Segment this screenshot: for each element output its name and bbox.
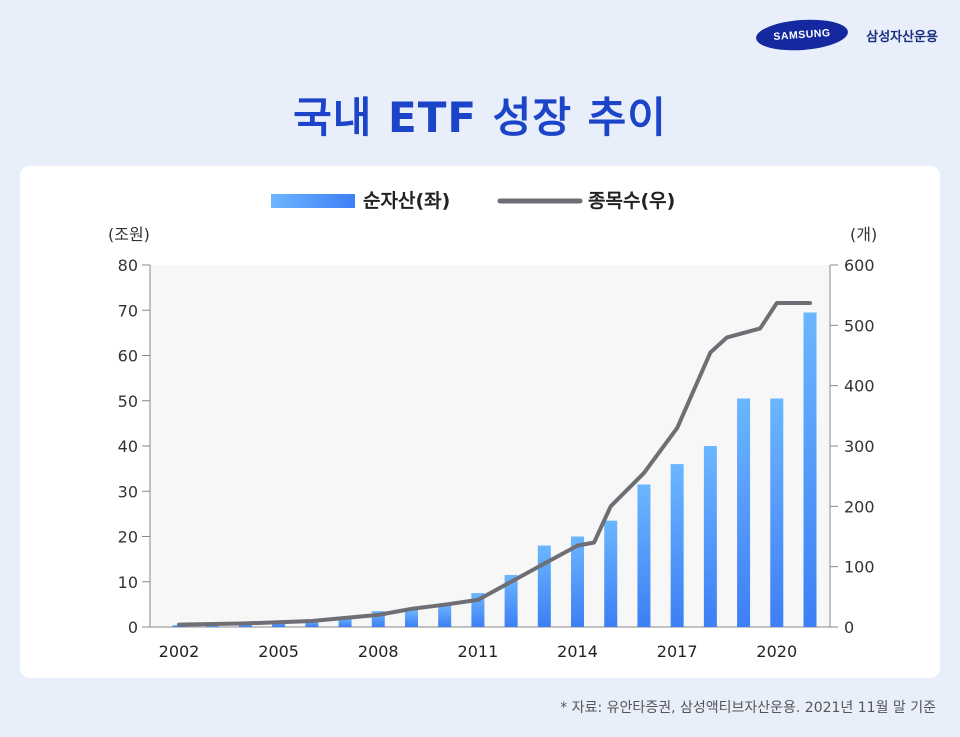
bar-net-assets (537, 545, 551, 627)
brand-header: SAMSUNG 삼성자산운용 (755, 16, 938, 54)
y-right-tick-label: 100 (844, 558, 875, 577)
legend-bar-swatch (271, 194, 355, 208)
y-right-axis-label: (개) (850, 225, 877, 244)
bar-net-assets (604, 520, 618, 627)
y-left-tick-label: 0 (128, 618, 138, 637)
bar-net-assets (504, 574, 518, 627)
bar-net-assets (205, 625, 219, 627)
bar-net-assets (404, 609, 418, 627)
x-tick-label: 2008 (358, 642, 399, 661)
y-right-tick-label: 200 (844, 497, 875, 516)
legend-bar-label: 순자산(좌) (363, 190, 450, 212)
bar-net-assets (737, 398, 751, 627)
y-left-tick-label: 30 (118, 482, 138, 501)
x-tick-label: 2011 (458, 642, 499, 661)
etf-growth-chart: 순자산(좌) 종목수(우) (조원) (개) 0 10 20 30 40 50 60 70 80 0 100… (108, 190, 877, 661)
samsung-logo: SAMSUNG (755, 16, 850, 54)
y-left-tick-label: 60 (118, 347, 138, 366)
y-left-tick-label: 10 (118, 573, 138, 592)
bar-net-assets (305, 620, 319, 627)
plot-area (150, 265, 830, 627)
page-title: 국내 ETF 성장 추이 (293, 93, 667, 142)
bar-net-assets (637, 484, 651, 627)
y-right-tick-label: 600 (844, 256, 875, 275)
samsung-logo-text: SAMSUNG (773, 27, 832, 43)
bar-net-assets (803, 312, 817, 627)
y-left-tick-label: 80 (118, 256, 138, 275)
x-tick-label: 2014 (557, 642, 598, 661)
bar-net-assets (670, 464, 684, 627)
x-tick-label: 2002 (159, 642, 200, 661)
y-right-tick-label: 300 (844, 437, 875, 456)
bar-net-assets (703, 446, 717, 627)
legend-line-label: 종목수(우) (588, 190, 675, 212)
y-left-tick-label: 40 (118, 437, 138, 456)
y-left-tick-label: 50 (118, 392, 138, 411)
x-tick-label: 2005 (258, 642, 299, 661)
y-left-tick-label: 20 (118, 528, 138, 547)
y-left-axis-label: (조원) (108, 225, 150, 244)
line-num-listings (177, 301, 812, 627)
bar-net-assets (571, 536, 585, 627)
bar-net-assets (770, 398, 784, 627)
bar-net-assets (438, 604, 452, 627)
chart-card: 순자산(좌) 종목수(우) (조원) (개) 0 10 20 30 40 50 60 70 80 0 100… (20, 166, 940, 678)
bar-net-assets (338, 617, 352, 627)
brand-name: 삼성자산운용 (866, 29, 938, 45)
source-note: * 자료: 유안타증권, 삼성액티브자산운용. 2021년 11월 말 기준 (560, 700, 936, 716)
y-right-tick-label: 0 (844, 618, 854, 637)
x-tick-label: 2017 (657, 642, 698, 661)
y-right-tick-label: 400 (844, 377, 875, 396)
x-tick-label: 2020 (756, 642, 797, 661)
y-right-tick-label: 500 (844, 316, 875, 335)
y-left-tick-label: 70 (118, 301, 138, 320)
